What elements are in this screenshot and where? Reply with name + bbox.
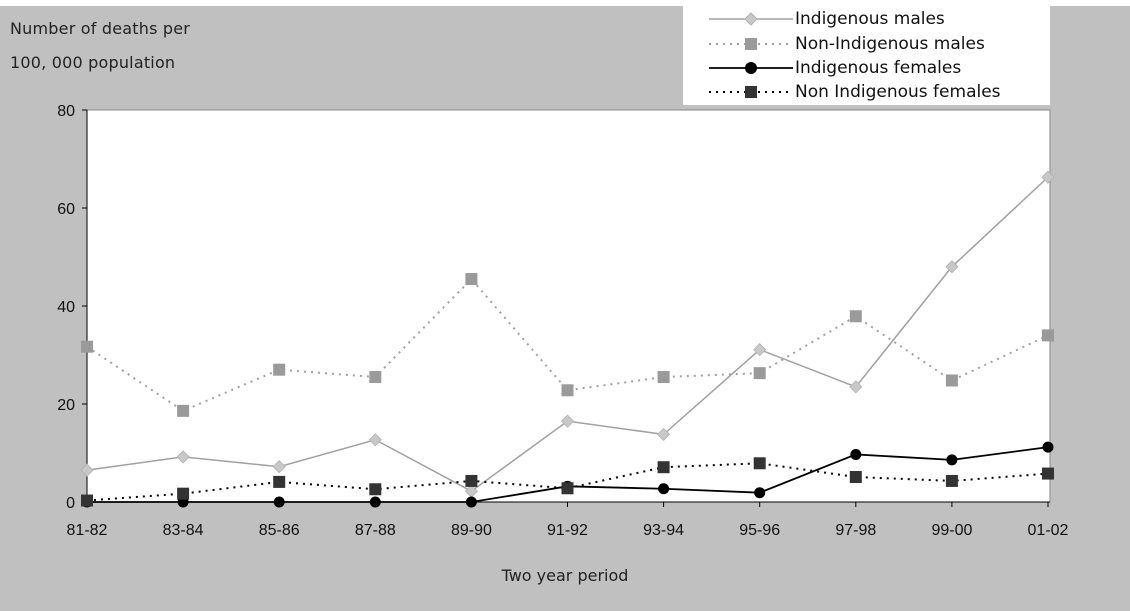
data-point [561, 482, 574, 495]
data-point [1041, 170, 1055, 184]
data-point [657, 461, 670, 474]
legend-item-non-indigenous-males: Non-Indigenous males [683, 33, 1050, 55]
data-point [658, 483, 670, 495]
y-tick-label: 80 [57, 103, 75, 120]
series-non-indigenous-females [81, 457, 1054, 507]
data-point [273, 475, 286, 488]
legend-label: Non Indigenous females [795, 82, 1001, 102]
x-tick-label: 87-88 [355, 522, 396, 539]
data-point [177, 487, 190, 500]
x-tick-label: 81-82 [67, 522, 108, 539]
legend-label: Indigenous males [795, 9, 945, 29]
legend-swatch-indigenous-females [709, 62, 793, 74]
data-point [80, 463, 94, 477]
y-tick-label: 60 [57, 201, 75, 218]
y-axis-title-line-2: 100, 000 population [10, 53, 176, 72]
x-tick-label: 91-92 [547, 522, 588, 539]
y-axis-title-line-1: Number of deaths per [10, 19, 191, 38]
data-point [753, 367, 766, 380]
data-point [945, 374, 958, 387]
data-point [849, 471, 862, 484]
series-indigenous-males [80, 170, 1055, 498]
legend-item-indigenous-males: Indigenous males [683, 8, 1050, 30]
data-point [465, 273, 478, 286]
data-point [945, 474, 958, 487]
data-point [657, 427, 671, 441]
data-point [754, 487, 766, 499]
series-non-indigenous-males [81, 273, 1054, 417]
legend-item-indigenous-females: Indigenous females [683, 57, 1050, 79]
data-point [849, 380, 863, 394]
data-point [657, 371, 670, 384]
data-point [1042, 329, 1054, 342]
data-point [273, 363, 286, 376]
x-tick-label: 95-96 [739, 522, 780, 539]
legend-item-non-indigenous-females: Non Indigenous females [683, 81, 1050, 103]
data-point [1042, 441, 1054, 453]
legend-swatch-indigenous-males [709, 12, 793, 26]
data-point [272, 460, 286, 474]
data-point [560, 414, 575, 428]
x-tick-label: 97-98 [835, 522, 876, 539]
series-layer [80, 170, 1055, 508]
series-line-non-indigenous-females [86, 462, 1049, 502]
axes: 0 20 40 60 80 81-82 83-84 85-86 87-88 89-90 91-92 9… [57, 103, 1068, 539]
data-point [273, 496, 285, 508]
x-tick-label: 99-00 [931, 522, 972, 539]
x-tick-label: 83-84 [163, 522, 204, 539]
legend-label: Indigenous females [795, 58, 962, 78]
data-point [465, 496, 477, 508]
data-point [81, 340, 93, 353]
legend: Indigenous males Non-Indigenous males In… [683, 6, 1050, 105]
x-tick-label: 93-94 [643, 522, 684, 539]
data-point [753, 343, 767, 357]
x-tick-label: 89-90 [451, 522, 492, 539]
data-point [1042, 467, 1054, 480]
legend-swatch-non-indigenous-males [709, 38, 793, 50]
y-tick-label: 0 [66, 495, 75, 512]
data-point [81, 494, 93, 507]
data-point [561, 384, 574, 397]
data-point [369, 483, 382, 496]
data-point [946, 454, 958, 466]
figure-caption-strip [0, 0, 1130, 6]
legend-swatch-non-indigenous-females [709, 86, 793, 98]
data-point [369, 496, 381, 508]
x-tick-label: 85-86 [259, 522, 300, 539]
data-point [368, 433, 382, 447]
x-tick-label: 01-02 [1028, 522, 1069, 539]
data-point [945, 260, 959, 274]
data-point [465, 474, 478, 487]
y-tick-label: 20 [57, 397, 75, 414]
data-point [753, 457, 766, 470]
legend-label: Non-Indigenous males [795, 34, 985, 54]
x-axis-title: Two year period [501, 566, 629, 585]
y-tick-label: 40 [57, 299, 75, 316]
data-point [176, 450, 190, 464]
data-point [369, 371, 382, 384]
data-point [850, 448, 862, 460]
data-point [177, 404, 190, 417]
plot-area [86, 109, 1051, 503]
data-point [849, 310, 862, 323]
